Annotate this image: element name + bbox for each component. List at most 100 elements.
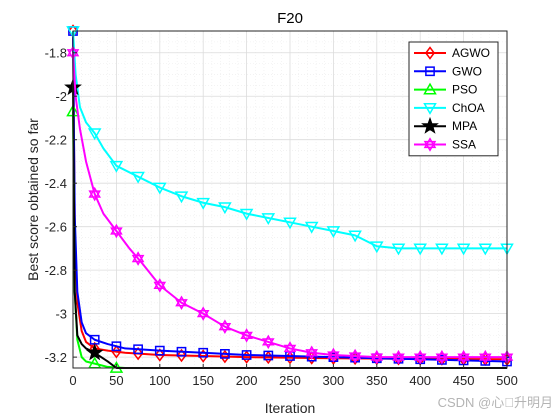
legend-marker bbox=[423, 137, 437, 152]
data-point bbox=[326, 226, 341, 239]
data-point bbox=[435, 243, 449, 256]
data-point bbox=[240, 328, 253, 343]
data-point bbox=[220, 348, 230, 359]
watermark: CSDN @心 升明月 bbox=[438, 395, 553, 410]
data-point bbox=[153, 278, 167, 293]
x-tick-label: 200 bbox=[236, 373, 258, 388]
data-point bbox=[110, 223, 123, 239]
legend-marker bbox=[425, 66, 435, 77]
y-axis-label: Best score obtained so far bbox=[25, 118, 41, 281]
legend-marker bbox=[424, 46, 436, 60]
legend-label: SSA bbox=[452, 138, 476, 152]
data-point bbox=[304, 221, 319, 234]
data-point bbox=[111, 341, 122, 352]
data-point bbox=[479, 349, 492, 365]
data-point bbox=[176, 348, 187, 363]
data-point bbox=[218, 202, 232, 215]
legend-item-choa: ChOA bbox=[414, 101, 485, 115]
data-point bbox=[478, 243, 493, 256]
legend-label: GWO bbox=[452, 64, 482, 78]
legend-marker bbox=[423, 82, 437, 95]
legend-box bbox=[408, 41, 499, 157]
legend-item-gwo: GWO bbox=[414, 64, 482, 78]
data-point bbox=[154, 345, 165, 356]
y-tick-label: -2.4 bbox=[45, 176, 67, 191]
legend-item-ssa: SSA bbox=[414, 137, 476, 152]
y-tick-label: -2.8 bbox=[45, 263, 67, 278]
x-tick-label: 500 bbox=[496, 373, 518, 388]
x-tick-label: 50 bbox=[109, 373, 123, 388]
legend-item-mpa: MPA bbox=[414, 116, 477, 134]
y-tick-label: -1.8 bbox=[45, 46, 67, 61]
data-point bbox=[263, 350, 274, 361]
data-point bbox=[154, 348, 165, 362]
data-point bbox=[348, 348, 362, 364]
data-point bbox=[413, 243, 427, 256]
y-tick-label: -2.6 bbox=[45, 220, 67, 235]
y-tick-label: -3 bbox=[55, 307, 67, 322]
series-line-gwo bbox=[72, 30, 508, 363]
y-tick-label: -2 bbox=[55, 89, 67, 104]
data-point bbox=[262, 334, 275, 350]
legend-marker bbox=[423, 103, 437, 115]
data-point bbox=[456, 243, 471, 256]
data-point bbox=[391, 243, 406, 256]
data-point bbox=[131, 171, 145, 184]
legend-label: AGWO bbox=[452, 46, 490, 60]
x-tick-label: 450 bbox=[453, 373, 475, 388]
data-point bbox=[437, 354, 447, 365]
legend: AGWO GWO PSO ChOA MPA SSA bbox=[408, 41, 499, 157]
series-line-choa bbox=[72, 30, 507, 250]
series-layer bbox=[64, 24, 514, 373]
data-point bbox=[66, 26, 80, 39]
x-tick-label: 400 bbox=[409, 373, 431, 388]
x-tick-label: 350 bbox=[366, 373, 388, 388]
data-point bbox=[196, 306, 210, 321]
data-point bbox=[198, 347, 209, 358]
series-choa bbox=[66, 26, 514, 256]
data-point bbox=[283, 217, 297, 230]
data-point bbox=[131, 251, 145, 266]
data-point bbox=[370, 241, 384, 254]
series-ssa bbox=[66, 45, 514, 365]
legend-label: ChOA bbox=[452, 101, 485, 115]
series-line-ssa bbox=[72, 52, 507, 359]
data-point bbox=[218, 319, 232, 334]
data-point bbox=[198, 349, 209, 363]
x-tick-label: 250 bbox=[279, 373, 301, 388]
data-point bbox=[176, 346, 187, 357]
data-point bbox=[109, 160, 124, 173]
legend-item-agwo: AGWO bbox=[414, 46, 490, 60]
data-point bbox=[133, 344, 143, 355]
data-point bbox=[413, 349, 427, 365]
data-point bbox=[241, 350, 252, 360]
data-point bbox=[502, 356, 512, 367]
data-point bbox=[370, 349, 384, 365]
data-point bbox=[283, 341, 297, 356]
data-point bbox=[87, 128, 102, 141]
data-point bbox=[85, 343, 104, 361]
x-tick-label: 300 bbox=[323, 373, 345, 388]
data-point bbox=[133, 346, 144, 361]
series-line-agwo bbox=[72, 30, 508, 361]
data-point bbox=[457, 349, 470, 365]
data-point bbox=[196, 197, 210, 210]
data-point bbox=[175, 295, 188, 311]
legend-label: PSO bbox=[452, 83, 477, 97]
data-point bbox=[327, 347, 340, 363]
data-point bbox=[174, 191, 189, 204]
data-point bbox=[348, 230, 362, 243]
x-tick-label: 0 bbox=[69, 373, 76, 388]
data-point bbox=[153, 182, 167, 195]
data-point bbox=[435, 349, 449, 365]
data-point bbox=[239, 208, 254, 221]
data-point bbox=[88, 186, 101, 202]
x-axis-label: Iteration bbox=[265, 400, 316, 416]
data-point bbox=[305, 345, 318, 361]
chart-title: F20 bbox=[277, 10, 303, 27]
grid bbox=[72, 30, 508, 369]
legend-marker bbox=[421, 116, 439, 134]
y-tick-label: -3.2 bbox=[45, 350, 67, 365]
legend-label: MPA bbox=[452, 119, 477, 133]
